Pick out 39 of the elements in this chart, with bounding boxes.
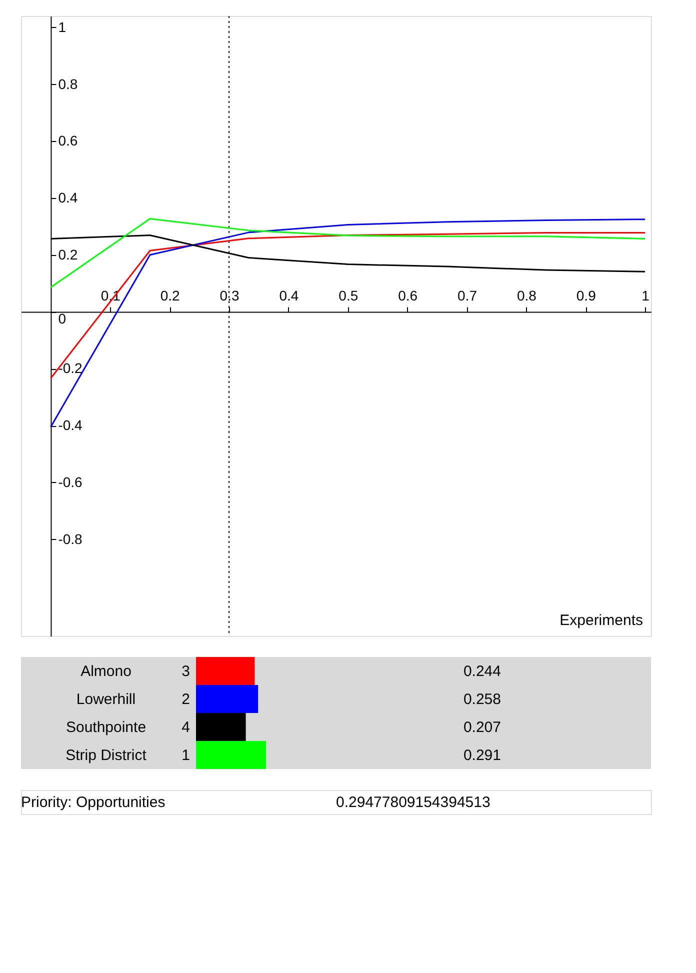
x-tick-label: 0.4	[279, 287, 299, 304]
y-tick-label: 0.6	[58, 132, 78, 149]
y-tick-label: Almono	[80, 663, 132, 680]
y-tick-label: 0.2	[58, 246, 78, 262]
x-axis-title: Experiments	[560, 612, 643, 629]
data-label: 0.244	[463, 663, 501, 680]
text: Priority: Opportunities	[21, 794, 166, 811]
data-label: 0.291	[463, 747, 501, 764]
text: 0.29477809154394513	[336, 794, 490, 811]
y-tick-label: 0	[58, 310, 66, 326]
bar	[196, 741, 266, 769]
text: 3	[182, 663, 190, 680]
text: 1	[182, 747, 190, 764]
x-tick-label: 0.2	[160, 287, 180, 304]
y-tick-label: Southpointe	[66, 719, 146, 736]
data-label: 0.258	[463, 691, 501, 708]
data-label: 0.207	[463, 719, 501, 736]
x-tick-label: 0.6	[398, 287, 418, 304]
x-tick-label: 0.8	[516, 287, 537, 304]
y-tick-label: Lowerhill	[76, 691, 136, 708]
x-tick-label: 0.5	[338, 287, 358, 304]
y-tick-label: Strip District	[66, 747, 148, 764]
bar	[196, 657, 255, 685]
y-tick-label: 1	[58, 18, 66, 35]
bar	[196, 713, 246, 741]
bar	[196, 685, 258, 713]
line-series	[50, 218, 646, 288]
y-tick-label: -0.2	[58, 360, 83, 376]
y-tick-label: -0.6	[58, 474, 83, 490]
x-tick-label: 0.3	[220, 287, 240, 304]
y-tick-label: 0.8	[58, 76, 78, 92]
x-tick-label: 0.9	[576, 287, 596, 304]
x-tick-label: 0.7	[458, 287, 478, 304]
text: 4	[182, 719, 190, 736]
text: 2	[182, 691, 190, 708]
x-tick-label: 1	[642, 287, 650, 304]
y-tick-label: 0.4	[58, 190, 78, 206]
y-tick-label: -0.8	[58, 530, 83, 547]
y-tick-label: -0.4	[58, 417, 83, 434]
